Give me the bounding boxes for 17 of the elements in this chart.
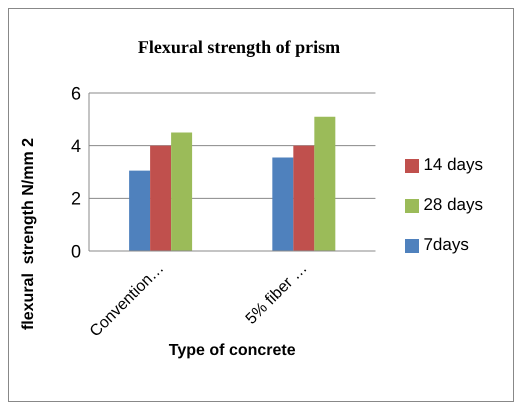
bar: [129, 170, 150, 251]
legend-label: 28 days: [423, 195, 483, 214]
bar: [272, 158, 294, 251]
y-tick-label: 2: [70, 188, 81, 209]
bar: [171, 132, 192, 251]
y-tick-label: 0: [70, 241, 81, 262]
y-tick-label: 4: [70, 136, 81, 156]
x-tick-label: 5% fiber …: [242, 260, 311, 328]
bar: [150, 146, 172, 251]
legend-label: 14 days: [423, 155, 483, 174]
bar: [314, 116, 336, 251]
bar: [293, 146, 314, 251]
y-tick-label: 6: [70, 83, 81, 104]
x-axis-title: Type of concrete: [168, 342, 296, 359]
chart-title: Flexural strength of prism: [136, 37, 342, 58]
legend-label: 7days: [423, 235, 469, 254]
y-axis-title: flexural strength N/mm 2: [20, 138, 38, 330]
